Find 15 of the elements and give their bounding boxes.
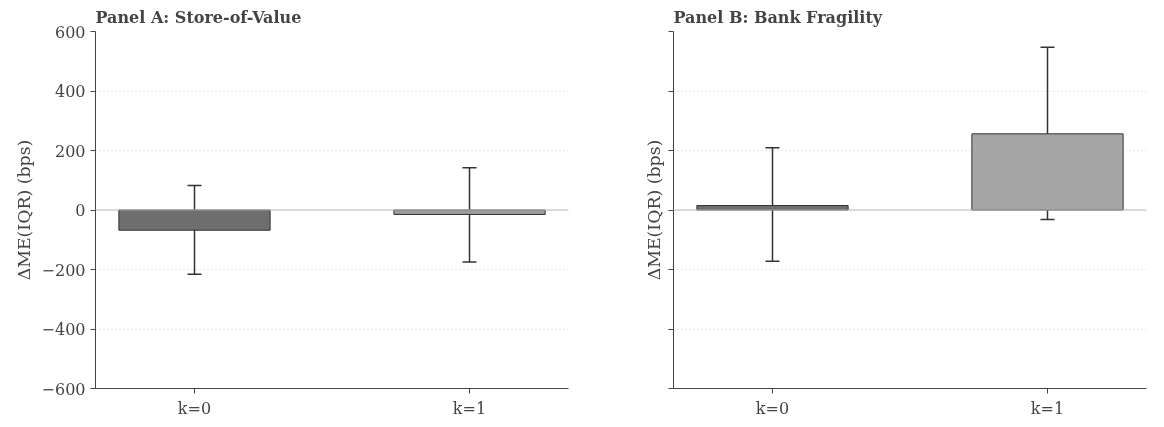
x-tick-label: k=1 (1030, 398, 1065, 418)
y-tick-label: 400 (54, 82, 86, 101)
y-tick-label: −400 (41, 320, 86, 339)
chart-title: Panel A: Store-of-Value (95, 7, 302, 27)
x-tick-label: k=1 (452, 398, 487, 418)
chart-title: Panel B: Bank Fragility (673, 7, 883, 27)
y-tick-label: 0 (75, 201, 86, 220)
x-tick-label: k=0 (177, 398, 212, 418)
y-tick-label: −600 (41, 379, 86, 399)
y-axis-title: ΔME(IQR) (bps) (643, 139, 664, 281)
y-tick-label: 600 (54, 22, 86, 42)
x-tick-label: k=0 (755, 398, 790, 418)
y-axis-title: ΔME(IQR) (bps) (13, 139, 34, 281)
y-tick-label: −200 (41, 260, 86, 280)
y-tick-label: 200 (54, 141, 86, 161)
